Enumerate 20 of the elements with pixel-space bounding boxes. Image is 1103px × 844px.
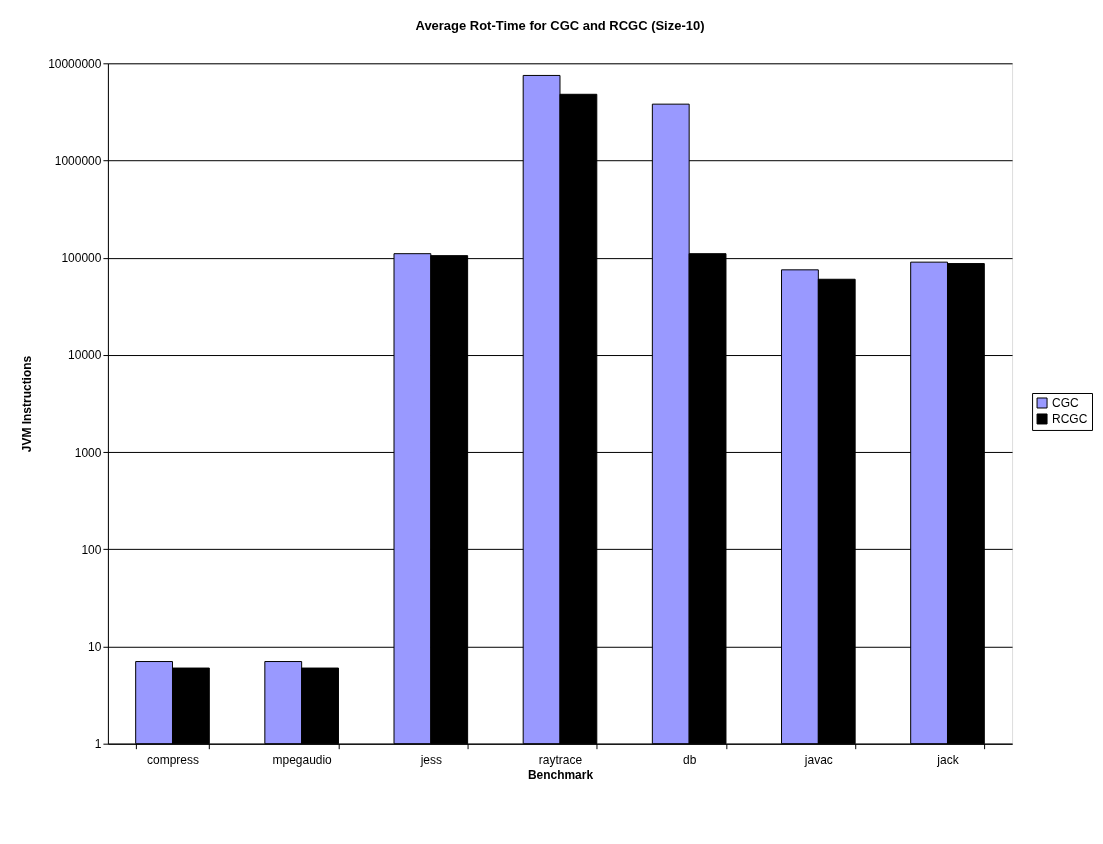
y-tick-label: 100000 — [61, 251, 102, 266]
legend-label: CGC — [1052, 395, 1079, 410]
y-tick-label: 10 — [88, 639, 102, 654]
x-tick-label: compress — [147, 753, 199, 768]
x-tick-label: javac — [803, 753, 833, 768]
x-tick-label: raytrace — [538, 753, 583, 768]
y-tick-label: 100 — [81, 542, 102, 557]
y-axis-title: JVM Instructions — [20, 355, 35, 453]
chart-title: Average Rot-Time for CGC and RCGC (Size-10) — [415, 18, 705, 34]
y-tick-label: 1 — [94, 737, 102, 752]
y-tick-label: 1000000 — [54, 153, 102, 168]
y-tick-label: 10000000 — [48, 56, 102, 71]
legend-label: RCGC — [1052, 411, 1088, 426]
x-tick-label: db — [683, 753, 697, 768]
x-tick-label: jess — [419, 753, 442, 768]
y-tick-label: 1000 — [74, 445, 102, 460]
x-tick-label: jack — [936, 753, 959, 768]
y-tick-label: 10000 — [68, 348, 102, 363]
x-tick-label: mpegaudio — [272, 753, 333, 768]
x-axis-title: Benchmark — [527, 768, 594, 783]
